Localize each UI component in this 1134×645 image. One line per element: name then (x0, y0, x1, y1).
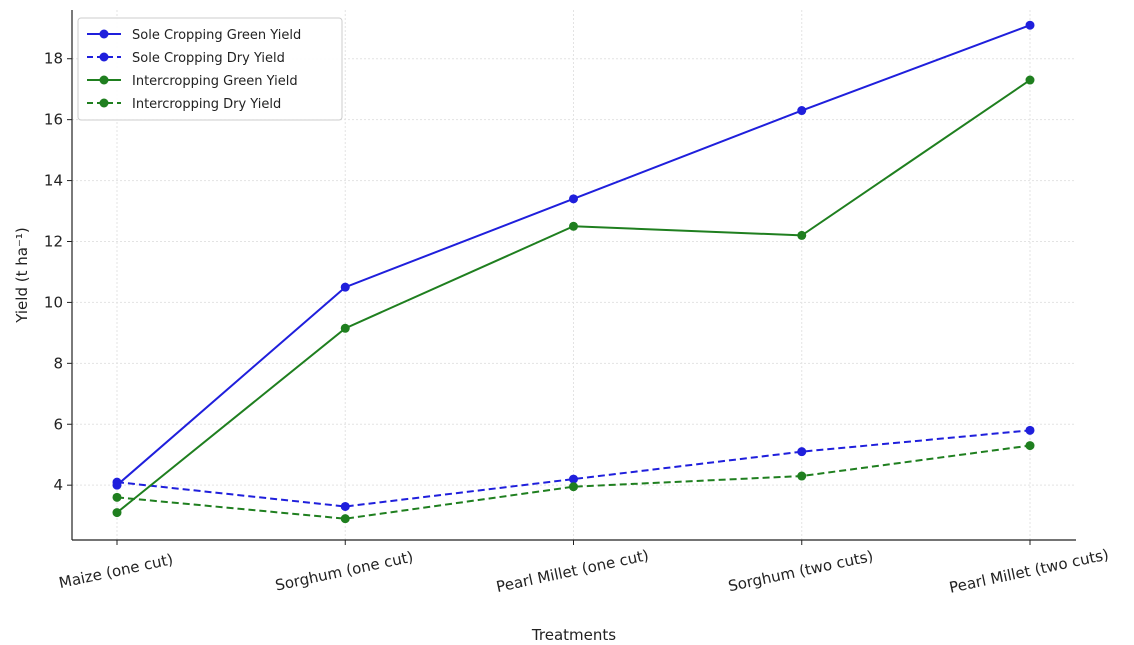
data-point (340, 501, 350, 511)
y-tick-label: 8 (53, 354, 63, 372)
legend: Sole Cropping Green Yield Sole Cropping D… (77, 17, 343, 121)
y-axis-ticks: 4 6 8 10 12 14 16 18 (44, 50, 72, 494)
series-line (116, 429, 1031, 508)
series (112, 425, 1035, 511)
x-axis-ticks: Maize (one cut) Sorghum (one cut) Pearl Mi… (57, 540, 1110, 597)
legend-item: Sole Cropping Dry Yield (87, 51, 285, 66)
legend-swatch-marker (99, 29, 109, 39)
legend-label: Intercropping Green Yield (132, 74, 298, 89)
x-axis-label: Treatments (531, 626, 616, 644)
y-tick-label: 10 (44, 293, 63, 311)
data-point (112, 492, 122, 502)
y-tick-label: 12 (44, 232, 63, 250)
legend-swatch-marker (99, 75, 109, 85)
legend-box (77, 17, 343, 121)
data-point (569, 221, 578, 231)
series (112, 441, 1035, 524)
data-point (797, 471, 807, 481)
series (112, 75, 1035, 518)
data-point (1025, 75, 1035, 85)
y-tick-label: 14 (44, 172, 63, 190)
data-point (112, 508, 122, 518)
legend-item: Intercropping Dry Yield (87, 97, 281, 112)
legend-swatch-marker (99, 52, 109, 62)
x-tick-label: Sorghum (one cut) (274, 548, 415, 595)
data-point (340, 282, 350, 292)
data-point (1025, 441, 1035, 451)
series-line (116, 444, 1031, 520)
legend-label: Intercropping Dry Yield (132, 97, 281, 112)
data-point (1025, 20, 1035, 30)
x-tick-label: Pearl Millet (two cuts) (948, 545, 1111, 596)
data-point (569, 482, 578, 492)
series-group (112, 20, 1035, 524)
data-point (340, 323, 350, 333)
data-point (569, 474, 578, 484)
y-tick-label: 6 (53, 415, 63, 433)
legend-label: Sole Cropping Dry Yield (132, 51, 285, 66)
y-axis-label: Yield (t ha⁻¹) (13, 227, 31, 323)
data-point (112, 477, 122, 487)
x-tick-label: Maize (one cut) (57, 550, 174, 592)
data-point (797, 230, 807, 240)
legend-label: Sole Cropping Green Yield (132, 28, 301, 43)
series (112, 20, 1035, 490)
data-point (797, 106, 807, 116)
data-point (569, 194, 578, 204)
y-tick-label: 18 (44, 50, 63, 68)
y-tick-label: 16 (44, 111, 63, 129)
data-point (1025, 425, 1035, 435)
x-tick-label: Sorghum (two cuts) (727, 547, 875, 595)
legend-swatch-marker (99, 98, 109, 108)
data-point (797, 447, 807, 457)
legend-item: Sole Cropping Green Yield (87, 28, 301, 43)
legend-item: Intercropping Green Yield (87, 74, 298, 89)
x-tick-label: Pearl Millet (one cut) (495, 546, 651, 596)
data-point (340, 514, 350, 524)
y-tick-label: 4 (53, 476, 63, 494)
